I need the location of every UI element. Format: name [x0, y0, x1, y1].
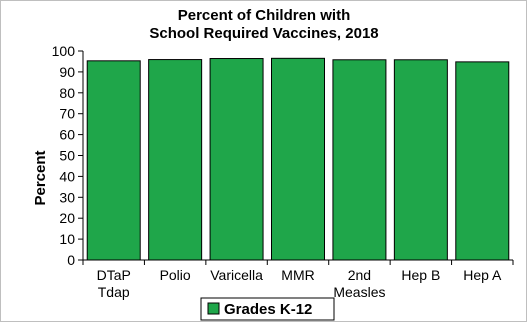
y-tick-label: 90: [59, 64, 75, 80]
axes: [82, 51, 513, 261]
y-tick-label: 80: [59, 85, 75, 101]
bar: [148, 59, 203, 261]
y-tick-label: 60: [59, 127, 75, 143]
chart-title-line: Percent of Children with: [178, 7, 351, 24]
y-tick-label: 10: [59, 231, 75, 247]
y-axis-ticks: 0 10 20 30 40 50 60 70 80 90 100: [52, 43, 83, 268]
bar: [393, 59, 448, 261]
legend-box: [200, 297, 335, 321]
x-axis-ticks: DTaP Tdap Polio Varicella MMR 2nd Measles Hep B…: [82, 260, 514, 300]
y-tick-label: 40: [59, 168, 75, 184]
legend-swatch: [207, 302, 220, 315]
legend-label: Grades K-12: [224, 301, 312, 318]
y-tick-label: 30: [59, 189, 75, 205]
bar: [209, 58, 264, 261]
x-tick-label: MMR: [281, 267, 314, 283]
x-tick-label: Polio: [160, 267, 191, 283]
bars: [86, 57, 510, 261]
y-tick-label: 50: [59, 148, 75, 164]
y-tick-label: 20: [59, 210, 75, 226]
x-tick-label: Hep A: [463, 267, 502, 283]
chart-title-line: School Required Vaccines, 2018: [149, 25, 378, 42]
bar: [271, 57, 325, 261]
y-axis-label: Percent: [32, 150, 49, 205]
y-tick-label: 100: [52, 43, 76, 59]
y-tick-label: 0: [67, 252, 75, 268]
bar: [332, 59, 387, 261]
y-tick-label: 70: [59, 106, 75, 122]
legend: Grades K-12: [200, 297, 335, 321]
x-tick-label: Varicella: [210, 267, 263, 283]
bar: [86, 60, 141, 261]
bar: [455, 61, 510, 261]
x-tick-label: DTaP Tdap: [97, 267, 131, 300]
x-tick-label: Hep B: [401, 267, 440, 283]
x-tick-label: 2nd Measles: [333, 267, 385, 300]
